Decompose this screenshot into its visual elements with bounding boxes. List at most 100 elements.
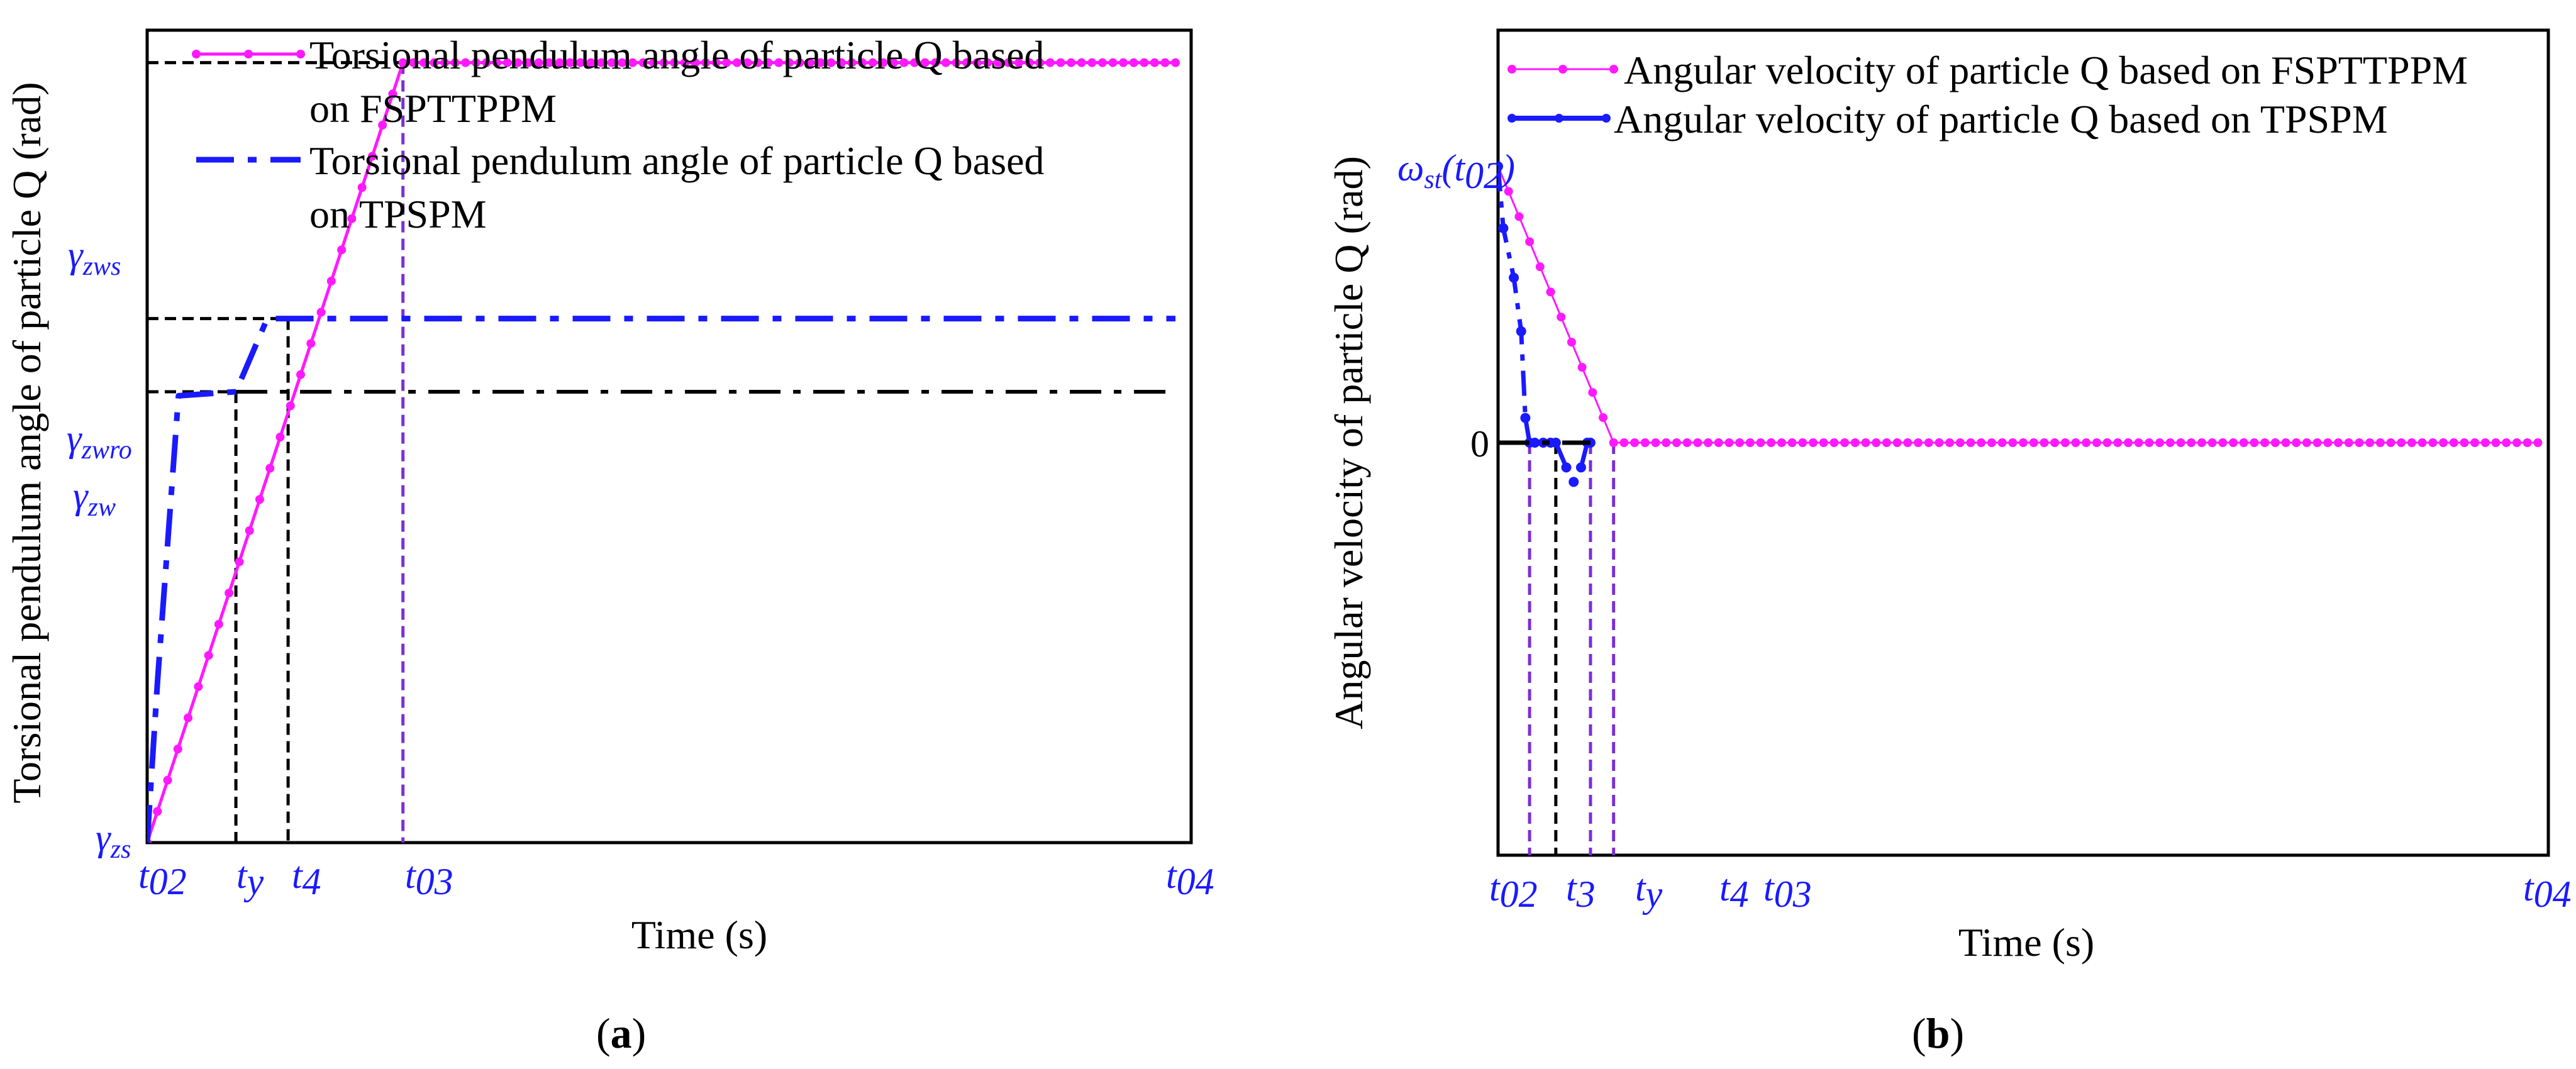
data-point-a-fspttppm <box>173 745 182 754</box>
data-point-a-fspttppm <box>296 370 306 379</box>
data-point-b-fspttppm <box>1787 438 1797 447</box>
x-tick-a-t02: t02 <box>138 855 187 902</box>
legend-a-marker-fsp <box>192 50 201 58</box>
data-point-a-fspttppm <box>680 58 689 67</box>
legend-b-marker-fsp <box>1558 65 1567 74</box>
data-point-b-fspttppm <box>1829 438 1839 447</box>
y-tick-a-zs: γzs <box>96 817 131 864</box>
legend-a-item-2-line-2: on TPSPM <box>309 192 487 236</box>
data-point-a-fspttppm <box>430 58 439 67</box>
data-point-a-fspttppm <box>235 557 244 567</box>
y-tick-a-zw: γzw <box>73 475 116 522</box>
data-point-a-fspttppm <box>711 58 721 67</box>
data-point-b-fspttppm <box>1924 438 1933 447</box>
legend-a-item-1-line-1: Torsional pendulum angle of particle Q b… <box>309 33 1045 77</box>
x-tick-b-t04: t04 <box>2523 867 2572 915</box>
data-point-b-fspttppm <box>2229 438 2238 447</box>
data-point-a-fspttppm <box>398 58 408 67</box>
data-point-b-fspttppm <box>2155 438 2165 447</box>
data-point-b-fspttppm <box>2008 438 2018 447</box>
data-point-b-fspttppm <box>1609 438 1618 447</box>
data-point-b-fspttppm <box>2292 438 2301 447</box>
data-point-b-fspttppm <box>2344 438 2353 447</box>
data-point-a-fspttppm <box>214 619 223 629</box>
data-point-b-fspttppm <box>2134 438 2143 447</box>
legend-b-item-2: Angular velocity of particle Q based on … <box>1614 97 2388 141</box>
data-point-a-fspttppm <box>378 120 387 130</box>
data-point-a-fspttppm <box>163 775 172 785</box>
data-point-a-fspttppm <box>1150 58 1159 67</box>
data-point-a-fspttppm <box>763 58 773 67</box>
legend-b-marker-tpspm <box>1507 114 1516 123</box>
data-point-a-fspttppm <box>204 651 213 660</box>
data-point-a-fspttppm <box>858 58 867 67</box>
data-point-b-fspttppm <box>1588 388 1597 397</box>
x-tick-b-ty: ty <box>1635 867 1663 915</box>
data-point-a-fspttppm <box>1160 58 1170 67</box>
series-line-b-fspttppm <box>1498 165 2538 444</box>
data-point-b-fspttppm <box>1966 438 1975 447</box>
data-point-a-fspttppm <box>565 58 575 67</box>
data-point-b-fspttppm <box>2207 438 2217 447</box>
data-point-b-fspttppm <box>1872 438 1881 447</box>
data-point-a-fspttppm <box>607 58 616 67</box>
data-point-a-fspttppm <box>659 58 669 67</box>
data-point-a-fspttppm <box>618 58 627 67</box>
data-point-b-fspttppm <box>2502 438 2511 447</box>
data-point-a-fspttppm <box>952 58 961 67</box>
data-point-a-fspttppm <box>1087 58 1097 67</box>
data-point-a-fspttppm <box>523 58 533 67</box>
x-tick-b-t3: t3 <box>1566 867 1596 915</box>
data-point-a-fspttppm <box>184 713 193 723</box>
guide-lines-b <box>1528 443 1616 855</box>
data-point-b-fspttppm <box>1735 438 1745 447</box>
data-point-a-fspttppm <box>1129 58 1138 67</box>
data-point-b-fspttppm <box>1546 287 1555 297</box>
data-point-b-fspttppm <box>2407 438 2416 447</box>
data-point-b-tpspm <box>1509 272 1519 283</box>
data-point-b-fspttppm <box>2071 438 2080 447</box>
data-point-b-fspttppm <box>2124 438 2133 447</box>
data-point-b-fspttppm <box>2523 438 2532 447</box>
data-point-b-fspttppm <box>2512 438 2521 447</box>
series-layer-b <box>1498 161 2543 487</box>
legend-a: Torsional pendulum angle of particle Q b… <box>192 33 1045 236</box>
data-point-b-fspttppm <box>2102 438 2112 447</box>
data-point-b-fspttppm <box>1693 438 1702 447</box>
data-point-b-fspttppm <box>2334 438 2343 447</box>
data-point-a-fspttppm <box>337 245 347 255</box>
data-point-a-fspttppm <box>586 58 596 67</box>
data-point-b-fspttppm <box>1525 237 1535 246</box>
data-point-a-fspttppm <box>153 807 162 816</box>
data-point-b-fspttppm <box>1682 438 1692 447</box>
data-point-a-fspttppm <box>868 58 877 67</box>
x-axis-title-a: Time (s) <box>631 912 767 957</box>
data-point-a-fspttppm <box>931 58 940 67</box>
data-point-a-fspttppm <box>409 58 418 67</box>
data-point-a-fspttppm <box>1140 58 1149 67</box>
data-point-a-fspttppm <box>836 58 846 67</box>
legend-b-item-1: Angular velocity of particle Q based on … <box>1624 48 2468 92</box>
data-point-b-fspttppm <box>1903 438 1913 447</box>
data-point-b-fspttppm <box>2312 438 2322 447</box>
data-point-a-fspttppm <box>701 58 711 67</box>
data-point-b-fspttppm <box>1745 438 1755 447</box>
data-point-b-fspttppm <box>2355 438 2364 447</box>
data-point-b-fspttppm <box>2250 438 2259 447</box>
data-point-a-fspttppm <box>1171 58 1180 67</box>
data-point-a-fspttppm <box>316 307 326 317</box>
data-point-b-fspttppm <box>2187 438 2196 447</box>
data-point-a-fspttppm <box>1077 58 1086 67</box>
data-point-a-fspttppm <box>816 58 825 67</box>
data-point-b-fspttppm <box>2449 438 2458 447</box>
data-point-a-fspttppm <box>275 433 285 442</box>
data-point-b-fspttppm <box>2397 438 2406 447</box>
data-point-a-fspttppm <box>1004 58 1013 67</box>
data-point-b-fspttppm <box>1850 438 1860 447</box>
data-point-b-tpspm <box>1568 477 1579 487</box>
legend-b: Angular velocity of particle Q based on … <box>1507 48 2468 141</box>
data-point-a-fspttppm <box>732 58 741 67</box>
data-point-b-fspttppm <box>2092 438 2101 447</box>
data-point-b-fspttppm <box>2060 438 2070 447</box>
